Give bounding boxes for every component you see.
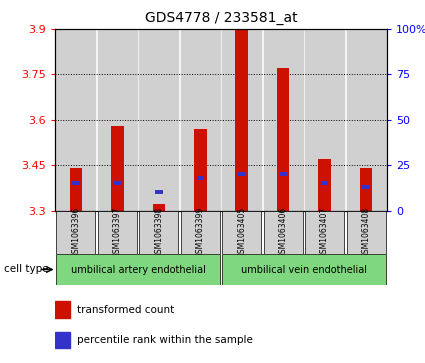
Text: GSM1063396: GSM1063396: [71, 207, 80, 258]
Bar: [222, 29, 261, 211]
Bar: [181, 211, 220, 254]
Bar: [139, 29, 178, 211]
Bar: [70, 168, 82, 211]
Bar: [55, 332, 70, 348]
Text: GSM1063406: GSM1063406: [279, 207, 288, 258]
Bar: [57, 211, 96, 254]
Bar: [279, 172, 287, 176]
Bar: [360, 168, 372, 211]
Bar: [321, 181, 329, 185]
Text: transformed count: transformed count: [77, 305, 174, 315]
Text: GSM1063398: GSM1063398: [154, 207, 163, 258]
Bar: [362, 185, 370, 189]
Bar: [194, 129, 207, 211]
Text: cell type: cell type: [4, 264, 49, 274]
Bar: [277, 68, 289, 211]
Text: GSM1063407: GSM1063407: [320, 207, 329, 258]
Text: percentile rank within the sample: percentile rank within the sample: [77, 335, 253, 345]
Bar: [98, 29, 137, 211]
Bar: [113, 181, 121, 185]
Bar: [111, 126, 124, 211]
Bar: [238, 172, 246, 176]
Bar: [57, 254, 220, 285]
Bar: [155, 190, 163, 194]
Bar: [305, 29, 344, 211]
Bar: [222, 211, 261, 254]
Bar: [57, 29, 96, 211]
Bar: [346, 211, 385, 254]
Text: umbilical artery endothelial: umbilical artery endothelial: [71, 265, 206, 274]
Bar: [222, 254, 385, 285]
Bar: [181, 29, 220, 211]
Text: GSM1063399: GSM1063399: [196, 207, 205, 258]
Bar: [305, 211, 344, 254]
Text: GSM1063408: GSM1063408: [362, 207, 371, 258]
Text: GSM1063405: GSM1063405: [237, 207, 246, 258]
Bar: [98, 211, 137, 254]
Bar: [72, 181, 80, 185]
Bar: [264, 29, 303, 211]
Bar: [55, 301, 70, 318]
Bar: [196, 176, 204, 180]
Bar: [235, 29, 248, 211]
Bar: [264, 211, 303, 254]
Title: GDS4778 / 233581_at: GDS4778 / 233581_at: [144, 11, 298, 25]
Text: GSM1063397: GSM1063397: [113, 207, 122, 258]
Text: umbilical vein endothelial: umbilical vein endothelial: [241, 265, 367, 274]
Bar: [139, 211, 178, 254]
Bar: [153, 204, 165, 211]
Bar: [346, 29, 385, 211]
Bar: [318, 159, 331, 211]
